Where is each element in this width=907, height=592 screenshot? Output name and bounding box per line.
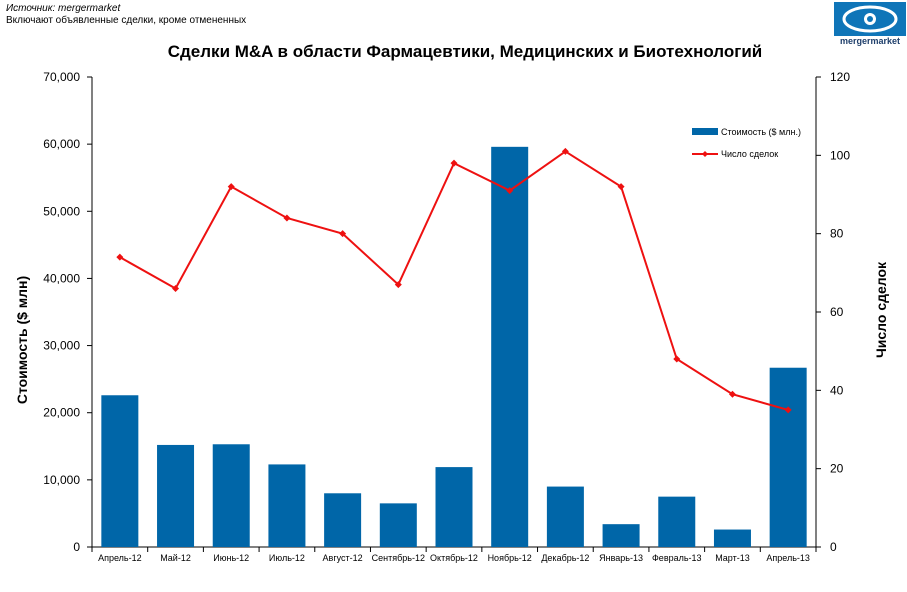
bar-Апрель-13 — [769, 367, 807, 547]
x-tick-label: Май-12 — [160, 553, 191, 563]
left-tick-label: 60,000 — [43, 137, 80, 151]
bar-Ноябрь-12 — [491, 146, 529, 548]
y-axis-title: Стоимость ($ млн) — [14, 276, 30, 404]
note-label: Включают объявленные сделки, кроме отмен… — [6, 15, 247, 26]
bar-Август-12 — [324, 493, 362, 547]
bar-Июнь-12 — [212, 444, 250, 547]
logo-wordmark: mergermarket — [839, 36, 901, 46]
deals-point-Апрель-13 — [784, 406, 792, 414]
x-tick-label: Апрель-12 — [98, 553, 142, 563]
x-tick-label: Февраль-13 — [652, 553, 702, 563]
right-tick-label: 20 — [830, 462, 844, 476]
left-tick-label: 40,000 — [43, 271, 80, 285]
bar-Март-13 — [713, 529, 751, 547]
deals-point-Август-12 — [339, 230, 347, 238]
bar-Октябрь-12 — [435, 467, 473, 547]
plot-area: 0 10,000 20,000 30,000 40,000 50,000 60,000 70,… — [43, 70, 850, 563]
left-tick-label: 0 — [73, 540, 80, 554]
deals-point-Июнь-12 — [227, 183, 235, 191]
legend-marker-deals — [702, 151, 708, 157]
deals-point-Декабрь-12 — [561, 147, 569, 155]
left-tick-label: 10,000 — [43, 473, 80, 487]
source-label: Источник: mergermarket — [6, 3, 121, 14]
deals-point-Май-12 — [172, 285, 180, 292]
x-tick-label: Июнь-12 — [213, 553, 249, 563]
legend: Стоимость ($ млн.) Число сделок — [692, 127, 801, 159]
right-tick-label: 100 — [830, 148, 850, 162]
x-tick-label: Август-12 — [323, 553, 363, 563]
deals-point-Февраль-13 — [673, 355, 681, 363]
x-tick-label: Март-13 — [715, 553, 750, 563]
right-tick-label: 120 — [830, 70, 850, 84]
left-tick-label: 70,000 — [43, 70, 80, 84]
deals-point-Март-13 — [728, 390, 736, 398]
bar-Февраль-13 — [658, 496, 696, 547]
x-tick-label: Ноябрь-12 — [488, 553, 532, 563]
x-tick-label: Январь-13 — [599, 553, 643, 563]
right-tick-label: 60 — [830, 305, 844, 319]
deals-point-Январь-13 — [617, 183, 625, 191]
y2-axis-title: Число сделок — [873, 261, 889, 358]
legend-swatch-value — [692, 128, 718, 135]
left-tick-label: 50,000 — [43, 204, 80, 218]
left-tick-label: 30,000 — [43, 339, 80, 353]
deals-point-Ноябрь-12 — [506, 187, 514, 195]
x-tick-label: Июль-12 — [269, 553, 305, 563]
bar-Январь-13 — [602, 524, 640, 547]
x-tick-label: Сентябрь-12 — [372, 553, 425, 563]
deals-point-Сентябрь-12 — [394, 281, 402, 289]
bar-Июль-12 — [268, 464, 306, 547]
left-tick-label: 20,000 — [43, 406, 80, 420]
bar-Сентябрь-12 — [379, 503, 417, 547]
mergermarket-logo — [834, 2, 906, 36]
deals-point-Июль-12 — [283, 214, 291, 222]
right-tick-label: 40 — [830, 383, 844, 397]
deals-point-Апрель-12 — [116, 253, 124, 261]
bar-Апрель-12 — [101, 395, 139, 547]
x-tick-label: Октябрь-12 — [430, 553, 478, 563]
deals-line — [119, 150, 789, 411]
chart-title: Сделки M&A в области Фармацевтики, Медиц… — [168, 42, 763, 61]
right-tick-label: 0 — [830, 540, 837, 554]
legend-label-value: Стоимость ($ млн.) — [721, 127, 801, 137]
bar-Декабрь-12 — [546, 486, 584, 547]
x-tick-label: Апрель-13 — [766, 553, 810, 563]
bar-Май-12 — [157, 444, 195, 547]
right-tick-label: 80 — [830, 227, 844, 241]
deals-point-Октябрь-12 — [450, 159, 458, 167]
x-tick-label: Декабрь-12 — [541, 553, 589, 563]
legend-label-deals: Число сделок — [721, 149, 778, 159]
